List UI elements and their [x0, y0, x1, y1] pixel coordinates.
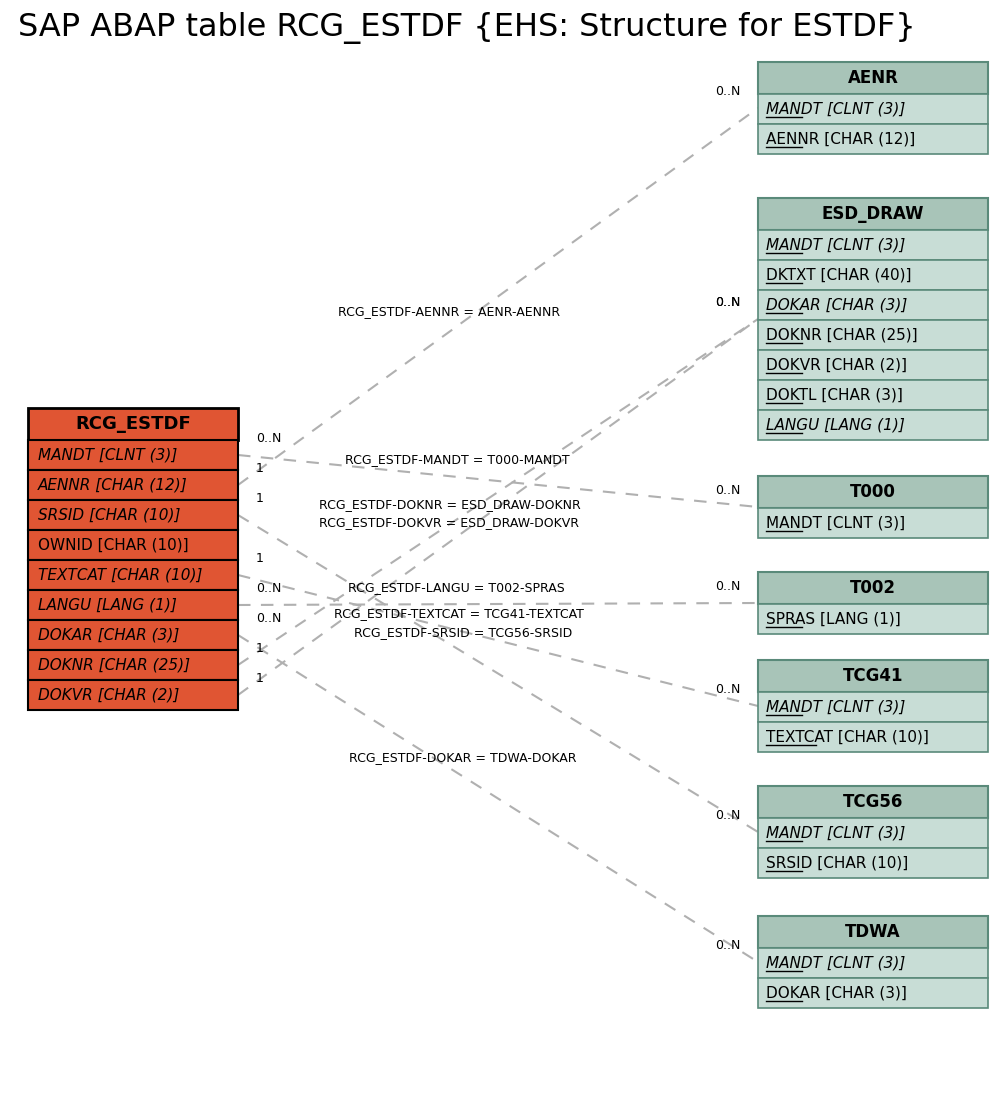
Text: 0..N: 0..N: [715, 580, 740, 593]
Text: SRSID [CHAR (10)]: SRSID [CHAR (10)]: [766, 855, 909, 870]
Bar: [758, 62, 988, 95]
Bar: [28, 408, 238, 440]
Text: AENR: AENR: [847, 69, 898, 87]
Bar: [758, 320, 988, 349]
Bar: [758, 978, 988, 1008]
Bar: [758, 290, 988, 320]
Bar: [28, 500, 238, 530]
Text: RCG_ESTDF-SRSID = TCG56-SRSID: RCG_ESTDF-SRSID = TCG56-SRSID: [354, 626, 572, 640]
Text: 0..N: 0..N: [256, 432, 281, 445]
Text: 1: 1: [256, 642, 264, 655]
Bar: [758, 349, 988, 380]
Text: MANDT [CLNT (3)]: MANDT [CLNT (3)]: [766, 955, 906, 970]
Text: AENNR [CHAR (12)]: AENNR [CHAR (12)]: [766, 132, 916, 146]
Text: TEXTCAT [CHAR (10)]: TEXTCAT [CHAR (10)]: [766, 730, 929, 744]
Text: SAP ABAP table RCG_ESTDF {EHS: Structure for ESTDF}: SAP ABAP table RCG_ESTDF {EHS: Structure…: [18, 12, 916, 44]
Bar: [758, 948, 988, 978]
Text: TCG41: TCG41: [843, 667, 903, 685]
Text: T002: T002: [850, 579, 896, 597]
Text: LANGU [LANG (1)]: LANGU [LANG (1)]: [38, 598, 177, 612]
Bar: [758, 604, 988, 634]
Text: DOKNR [CHAR (25)]: DOKNR [CHAR (25)]: [38, 657, 190, 673]
Text: RCG_ESTDF-TEXTCAT = TCG41-TEXTCAT: RCG_ESTDF-TEXTCAT = TCG41-TEXTCAT: [335, 607, 584, 620]
Text: ESD_DRAW: ESD_DRAW: [822, 206, 925, 223]
Text: DOKVR [CHAR (2)]: DOKVR [CHAR (2)]: [766, 357, 907, 373]
Bar: [758, 476, 988, 508]
Bar: [28, 470, 238, 500]
Text: MANDT [CLNT (3)]: MANDT [CLNT (3)]: [766, 515, 906, 531]
Bar: [28, 440, 238, 470]
Text: 0..N: 0..N: [715, 682, 740, 696]
Text: 1: 1: [256, 492, 264, 506]
Text: MANDT [CLNT (3)]: MANDT [CLNT (3)]: [766, 825, 906, 841]
Text: 0..N: 0..N: [715, 484, 740, 497]
Bar: [758, 915, 988, 948]
Bar: [28, 680, 238, 710]
Text: TEXTCAT [CHAR (10)]: TEXTCAT [CHAR (10)]: [38, 567, 202, 582]
Bar: [758, 848, 988, 878]
Text: AENNR [CHAR (12)]: AENNR [CHAR (12)]: [38, 477, 188, 492]
Text: 0..N: 0..N: [715, 939, 740, 952]
Bar: [758, 124, 988, 154]
Text: DOKAR [CHAR (3)]: DOKAR [CHAR (3)]: [38, 628, 179, 643]
Text: RCG_ESTDF-MANDT = T000-MANDT: RCG_ESTDF-MANDT = T000-MANDT: [346, 454, 570, 466]
Bar: [758, 380, 988, 410]
Bar: [758, 786, 988, 818]
Text: MANDT [CLNT (3)]: MANDT [CLNT (3)]: [38, 447, 177, 463]
Bar: [28, 620, 238, 650]
Bar: [758, 571, 988, 604]
Bar: [28, 590, 238, 620]
Bar: [758, 95, 988, 124]
Text: OWNID [CHAR (10)]: OWNID [CHAR (10)]: [38, 537, 189, 553]
Text: TCG56: TCG56: [843, 793, 903, 811]
Bar: [28, 560, 238, 590]
Text: MANDT [CLNT (3)]: MANDT [CLNT (3)]: [766, 101, 906, 116]
Text: TDWA: TDWA: [845, 923, 900, 941]
Text: RCG_ESTDF-DOKVR = ESD_DRAW-DOKVR: RCG_ESTDF-DOKVR = ESD_DRAW-DOKVR: [320, 515, 579, 529]
Text: RCG_ESTDF-DOKNR = ESD_DRAW-DOKNR: RCG_ESTDF-DOKNR = ESD_DRAW-DOKNR: [319, 498, 581, 511]
Bar: [28, 650, 238, 680]
Text: DOKVR [CHAR (2)]: DOKVR [CHAR (2)]: [38, 688, 179, 702]
Text: 0..N: 0..N: [256, 612, 281, 625]
Bar: [758, 692, 988, 722]
Text: RCG_ESTDF-LANGU = T002-SPRAS: RCG_ESTDF-LANGU = T002-SPRAS: [348, 580, 565, 593]
Text: MANDT [CLNT (3)]: MANDT [CLNT (3)]: [766, 237, 906, 253]
Text: DOKAR [CHAR (3)]: DOKAR [CHAR (3)]: [766, 298, 908, 312]
Text: DOKTL [CHAR (3)]: DOKTL [CHAR (3)]: [766, 388, 902, 402]
Text: 0..N: 0..N: [715, 296, 740, 309]
Text: T000: T000: [850, 482, 895, 501]
Text: 0..N: 0..N: [715, 296, 740, 309]
Bar: [758, 660, 988, 692]
Text: DOKAR [CHAR (3)]: DOKAR [CHAR (3)]: [766, 986, 907, 1000]
Text: DOKNR [CHAR (25)]: DOKNR [CHAR (25)]: [766, 328, 918, 343]
Text: LANGU [LANG (1)]: LANGU [LANG (1)]: [766, 418, 904, 433]
Text: 0..N: 0..N: [715, 809, 740, 822]
Bar: [758, 722, 988, 752]
Text: MANDT [CLNT (3)]: MANDT [CLNT (3)]: [766, 699, 906, 714]
Text: RCG_ESTDF-DOKAR = TDWA-DOKAR: RCG_ESTDF-DOKAR = TDWA-DOKAR: [349, 751, 577, 764]
Bar: [28, 530, 238, 560]
Text: 1: 1: [256, 671, 264, 685]
Text: RCG_ESTDF-AENNR = AENR-AENNR: RCG_ESTDF-AENNR = AENR-AENNR: [339, 306, 561, 319]
Text: RCG_ESTDF: RCG_ESTDF: [75, 415, 191, 433]
Bar: [758, 260, 988, 290]
Text: 1: 1: [256, 462, 264, 475]
Text: DKTXT [CHAR (40)]: DKTXT [CHAR (40)]: [766, 267, 912, 282]
Bar: [758, 230, 988, 260]
Bar: [758, 410, 988, 440]
Text: 0..N: 0..N: [715, 85, 740, 98]
Text: SRSID [CHAR (10)]: SRSID [CHAR (10)]: [38, 508, 181, 522]
Text: 0..N: 0..N: [256, 582, 281, 595]
Bar: [758, 818, 988, 848]
Text: SPRAS [LANG (1)]: SPRAS [LANG (1)]: [766, 611, 900, 626]
Bar: [758, 508, 988, 539]
Bar: [758, 198, 988, 230]
Text: 1: 1: [256, 552, 264, 565]
